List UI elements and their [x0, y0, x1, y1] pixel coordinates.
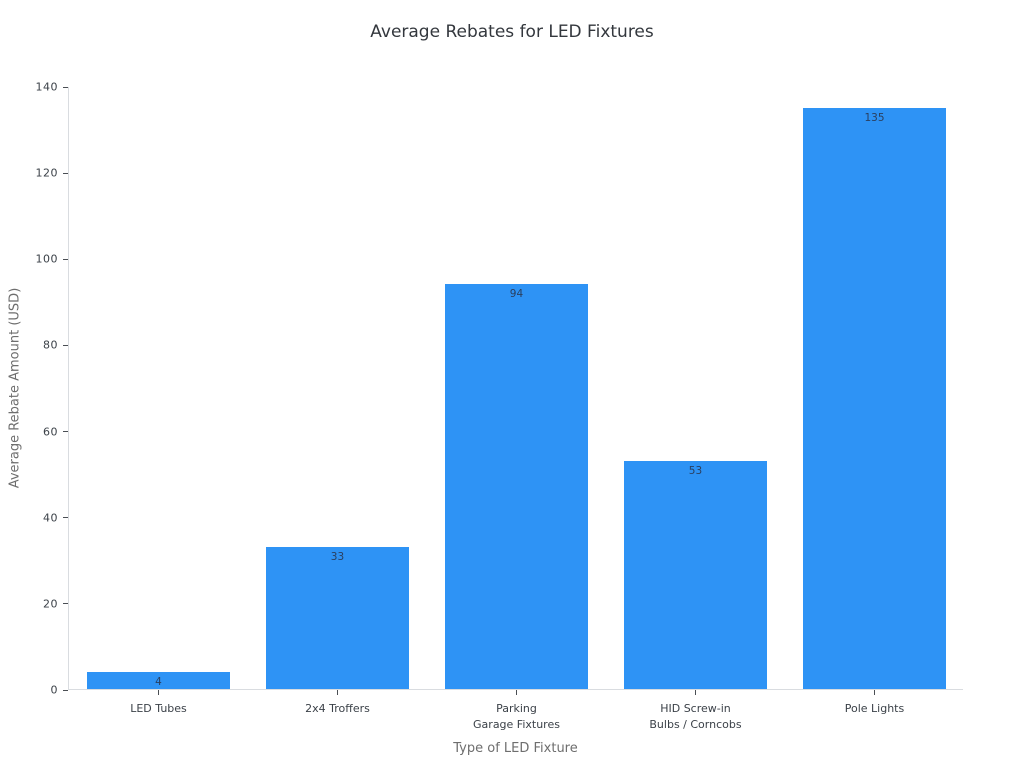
bar: 33: [265, 546, 410, 689]
bar-value-label: 94: [509, 288, 524, 301]
y-tick-mark: [63, 172, 68, 174]
x-axis-title: Type of LED Fixture: [453, 741, 578, 756]
y-tick-label: 80: [43, 338, 58, 352]
bar-value-label: 4: [155, 675, 162, 688]
y-tick-mark: [63, 86, 68, 88]
y-tick-label: 0: [50, 683, 58, 697]
bar: 135: [802, 107, 947, 689]
x-category-label: 2x4 Troffers: [305, 702, 370, 715]
x-tick-mark: [874, 690, 875, 695]
y-tick-label: 20: [43, 597, 58, 611]
y-tick-mark: [63, 603, 68, 605]
bar: 4: [86, 671, 231, 689]
x-tick-mark: [516, 690, 517, 695]
x-category-label: Parking Garage Fixtures: [473, 702, 560, 731]
bar-value-label: 33: [330, 550, 345, 563]
y-tick-mark: [63, 689, 68, 691]
y-tick-mark: [63, 344, 68, 346]
y-tick-label: 120: [35, 166, 58, 180]
x-category-label: HID Screw-in Bulbs / Corncobs: [649, 702, 742, 731]
y-axis-title: Average Rebate Amount (USD): [7, 287, 23, 489]
y-tick-label: 60: [43, 425, 58, 439]
plot-area: 0 20 40 60 80 100 120 140 4 33 94 53 135 LED Tubes 2…: [36, 81, 963, 731]
x-category-label: Pole Lights: [844, 702, 905, 715]
y-tick-label: 100: [35, 252, 58, 266]
y-tick-label: 40: [43, 511, 58, 525]
bar: 53: [623, 460, 768, 689]
x-tick-mark: [158, 690, 159, 695]
x-tick-mark: [337, 690, 338, 695]
bar-value-label: 135: [864, 111, 885, 124]
x-category-label: LED Tubes: [130, 702, 187, 715]
y-tick-mark: [63, 431, 68, 433]
y-tick-label: 140: [35, 80, 58, 94]
y-tick-mark: [63, 517, 68, 519]
y-tick-mark: [63, 258, 68, 260]
chart-title: Average Rebates for LED Fixtures: [370, 22, 654, 42]
x-tick-mark: [695, 690, 696, 695]
bar: 94: [444, 284, 589, 689]
bar-value-label: 53: [688, 464, 703, 477]
